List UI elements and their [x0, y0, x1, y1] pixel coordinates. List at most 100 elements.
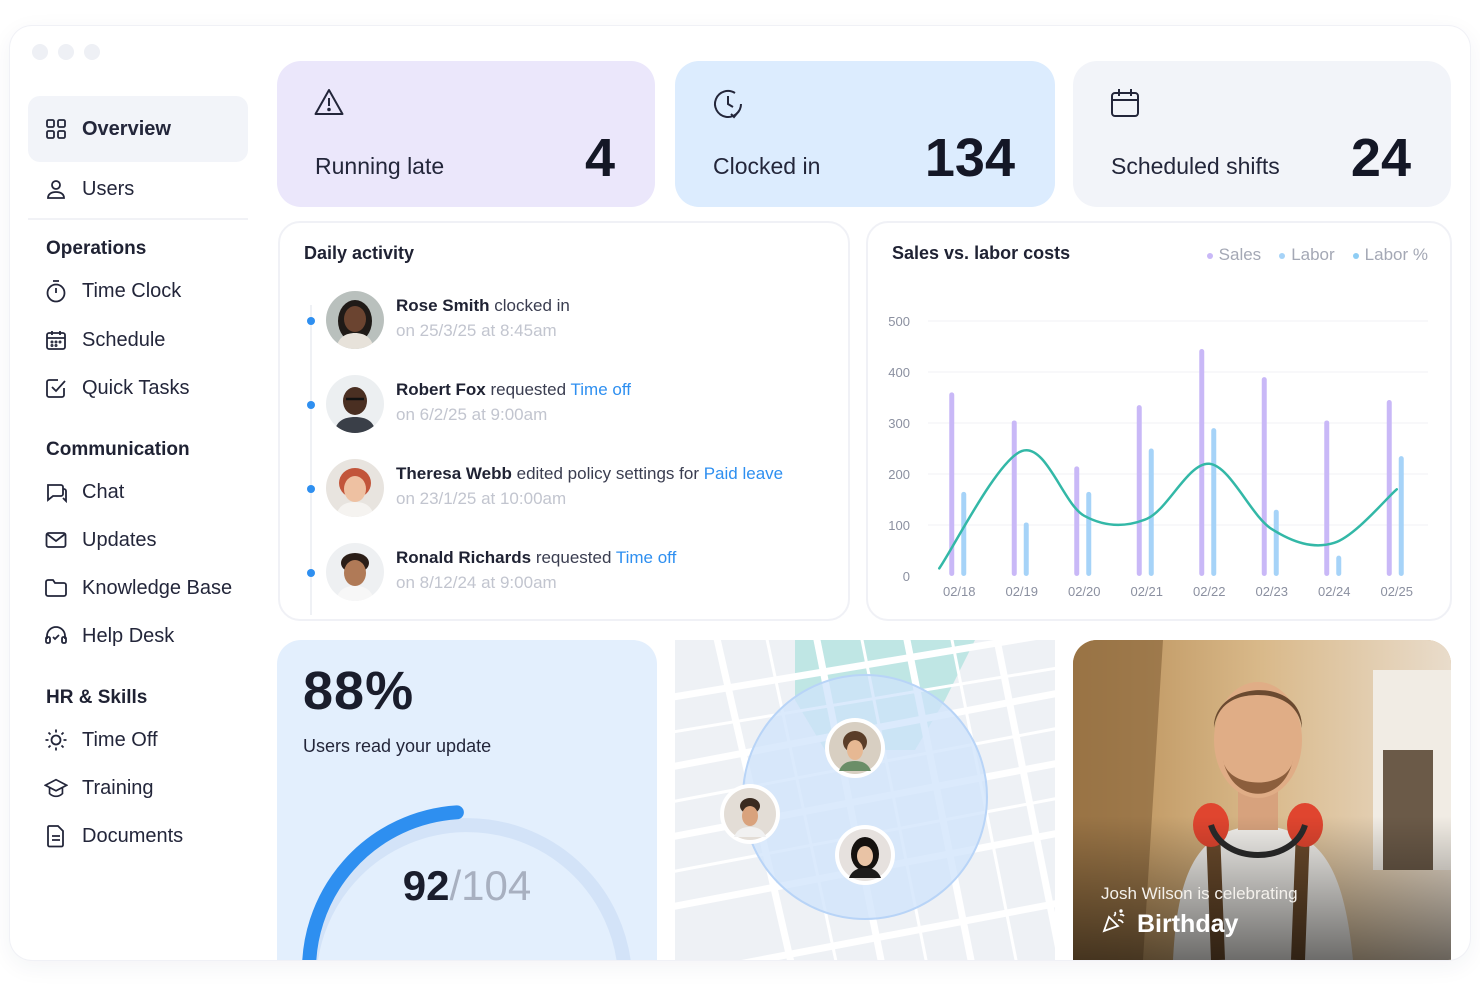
sidebar-item-updates[interactable]: Updates	[28, 517, 248, 563]
sidebar-item-time-clock[interactable]: Time Clock	[28, 268, 248, 314]
sales-bar[interactable]	[949, 392, 955, 576]
activity-text: Rose Smith clocked in	[396, 296, 570, 316]
map-pin[interactable]	[835, 825, 895, 885]
sidebar-item-schedule[interactable]: Schedule	[28, 317, 248, 363]
read-percent: 88%	[303, 661, 415, 721]
read-count-total: /104	[449, 862, 532, 909]
clocked-in-card[interactable]: Clocked in 134	[675, 61, 1055, 207]
labor-bar[interactable]	[1023, 522, 1029, 576]
timeline-bullet	[307, 485, 315, 493]
app-window: Overview Users Operations Time Clock Sch…	[10, 26, 1470, 960]
activity-action: edited policy settings for	[511, 464, 704, 483]
labor-bar[interactable]	[1398, 456, 1404, 576]
legend-item-labor[interactable]: Labor	[1279, 245, 1335, 265]
x-tick-label: 02/18	[943, 584, 976, 599]
activity-action: clocked in	[489, 296, 570, 315]
sales-bar[interactable]	[1136, 405, 1142, 576]
y-tick-label: 0	[903, 569, 910, 584]
legend-label: Labor	[1291, 245, 1335, 264]
activity-link[interactable]: Time off	[615, 548, 677, 567]
section-title-hr-skills: HR & Skills	[46, 687, 148, 708]
activity-link[interactable]: Paid leave	[703, 464, 784, 483]
activity-link[interactable]: Time off	[570, 380, 631, 399]
mail-icon	[44, 528, 68, 552]
map-pin[interactable]	[825, 718, 885, 778]
stat-label: Running late	[315, 153, 445, 179]
labor-percent-line[interactable]	[938, 449, 1398, 570]
sales-bar[interactable]	[1011, 420, 1017, 576]
legend-label: Labor %	[1364, 245, 1428, 264]
sales-bar[interactable]	[1261, 377, 1267, 576]
activity-item[interactable]: Theresa Webb edited policy settings for …	[302, 459, 832, 521]
sales-bar[interactable]	[1386, 400, 1392, 576]
chart-legend: Sales Labor Labor %	[1206, 245, 1428, 265]
birthday-caption: Josh Wilson is celebrating	[1101, 884, 1298, 903]
sidebar-item-training[interactable]: Training	[28, 765, 248, 811]
party-popper-icon	[1101, 908, 1127, 941]
read-gauge	[302, 805, 631, 960]
window-dot[interactable]	[84, 44, 100, 60]
stat-value: 134	[924, 128, 1015, 188]
window-dot[interactable]	[58, 44, 74, 60]
sidebar-item-label: Training	[82, 776, 154, 799]
labor-bar[interactable]	[1148, 448, 1154, 577]
activity-item[interactable]: Robert Fox requested Time off on 6/2/25 …	[302, 375, 832, 437]
labor-bar[interactable]	[1211, 428, 1217, 576]
running-late-card[interactable]: Running late 4	[277, 61, 655, 207]
clock-icon	[711, 87, 745, 126]
graduation-cap-icon	[44, 776, 68, 800]
folder-icon	[44, 576, 68, 600]
map-pin[interactable]	[720, 784, 780, 844]
sidebar-item-time-off[interactable]: Time Off	[28, 717, 248, 763]
y-tick-label: 300	[888, 416, 910, 431]
activity-timestamp: on 6/2/25 at 9:00am	[396, 405, 548, 424]
checkbox-icon	[44, 376, 68, 400]
sales-bar[interactable]	[1199, 349, 1205, 576]
timeline-bullet	[307, 317, 315, 325]
sidebar-item-label: Updates	[82, 528, 157, 551]
read-count-value: 92	[402, 862, 450, 909]
sidebar-item-label: Users	[82, 177, 135, 200]
activity-timestamp: on 8/12/24 at 9:00am	[396, 573, 557, 592]
birthday-card[interactable]: Josh Wilson is celebrating Birthday	[1073, 640, 1451, 960]
sidebar-item-documents[interactable]: Documents	[28, 813, 248, 859]
activity-timestamp: on 25/3/25 at 8:45am	[396, 321, 557, 340]
activity-name: Ronald Richards	[396, 548, 532, 567]
section-title-operations: Operations	[46, 238, 147, 259]
daily-activity-panel: Daily activity Rose Smith clocked in on …	[278, 221, 850, 621]
x-tick-label: 02/21	[1130, 584, 1163, 599]
sidebar-item-overview[interactable]: Overview	[28, 96, 248, 162]
team-location-map[interactable]	[675, 640, 1055, 960]
scheduled-shifts-card[interactable]: Scheduled shifts 24	[1073, 61, 1451, 207]
sidebar-item-quick-tasks[interactable]: Quick Tasks	[28, 365, 248, 411]
sales-bar[interactable]	[1074, 466, 1080, 576]
sidebar-item-label: Time Clock	[82, 279, 182, 302]
sidebar-item-label: Documents	[82, 824, 184, 847]
sidebar-item-knowledge-base[interactable]: Knowledge Base	[28, 565, 248, 611]
activity-item[interactable]: Rose Smith clocked in on 25/3/25 at 8:45…	[302, 291, 832, 353]
sidebar-item-chat[interactable]: Chat	[28, 469, 248, 515]
window-dot[interactable]	[32, 44, 48, 60]
legend-item-sales[interactable]: Sales	[1206, 245, 1261, 265]
sidebar-item-users[interactable]: Users	[28, 166, 248, 212]
sidebar-item-label: Schedule	[82, 328, 166, 351]
x-tick-label: 02/23	[1255, 584, 1288, 599]
activity-item[interactable]: Ronald Richards requested Time off on 8/…	[302, 543, 832, 605]
timeline-bullet	[307, 569, 315, 577]
stat-value: 4	[584, 128, 615, 188]
read-caption: Users read your update	[303, 736, 492, 756]
labor-bar[interactable]	[961, 491, 967, 576]
sales-bar[interactable]	[1324, 420, 1330, 576]
y-tick-label: 400	[888, 365, 910, 380]
chat-icon	[44, 480, 68, 504]
legend-item-labor-pct[interactable]: Labor %	[1352, 245, 1428, 265]
x-tick-label: 02/19	[1005, 584, 1038, 599]
labor-bar[interactable]	[1273, 509, 1279, 576]
labor-bar[interactable]	[1336, 555, 1342, 576]
labor-bar[interactable]	[1086, 491, 1092, 576]
sidebar-item-label: Time Off	[82, 728, 158, 751]
avatar	[326, 543, 384, 601]
sidebar-item-help-desk[interactable]: Help Desk	[28, 613, 248, 659]
update-read-card[interactable]: 88% Users read your update 92/104	[277, 640, 657, 960]
activity-action: requested	[485, 380, 571, 399]
